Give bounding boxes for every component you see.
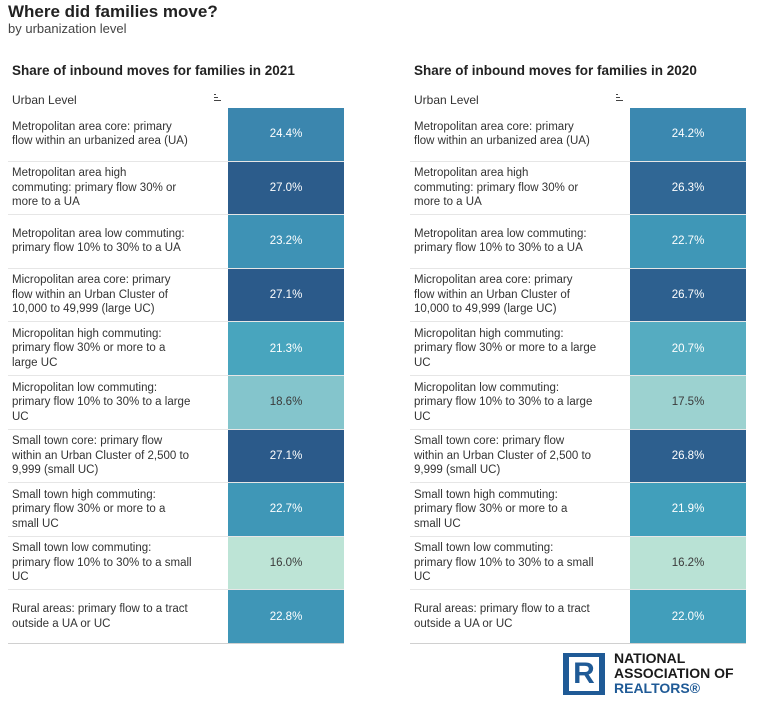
table-row[interactable]: Metropolitan area core: primary flow with… <box>410 108 746 162</box>
row-label: Micropolitan area core: primary flow with… <box>414 274 573 316</box>
heatmap-2021: Share of inbound moves for families in 2… <box>8 60 344 644</box>
logo-wordmark: NATIONAL ASSOCIATION OF REALTORS® <box>614 651 734 696</box>
heatmap-rows: Metropolitan area core: primary flow with… <box>410 108 746 644</box>
heatmap-cell[interactable]: 22.7% <box>228 483 344 536</box>
table-row[interactable]: Small town high commuting: primary flow 3… <box>410 483 746 537</box>
logo-line-2: ASSOCIATION OF <box>614 665 734 681</box>
table-row[interactable]: Metropolitan area high commuting: primary… <box>410 161 746 216</box>
heatmap-cell[interactable]: 16.0% <box>228 536 344 590</box>
row-label: Rural areas: primary flow to a tract outs… <box>414 603 590 630</box>
heatmap-cell[interactable]: 26.7% <box>630 268 746 322</box>
heatmap-2020: Share of inbound moves for families in 2… <box>410 60 746 644</box>
row-label: Metropolitan area high commuting: primary… <box>12 167 177 209</box>
heatmap-cell[interactable]: 18.6% <box>228 375 344 429</box>
table-row[interactable]: Micropolitan low commuting: primary flow … <box>8 375 344 430</box>
column-header-urban-level[interactable]: Urban Level <box>12 82 77 107</box>
row-label: Micropolitan low commuting: primary flow … <box>414 381 593 423</box>
row-label: Micropolitan high commuting: primary flow… <box>414 327 597 369</box>
table-row[interactable]: Small town core: primary flow within an U… <box>410 429 746 484</box>
table-row[interactable]: Micropolitan high commuting: primary flow… <box>8 322 344 376</box>
heatmap-cell[interactable]: 21.3% <box>228 322 344 375</box>
heatmap-rows: Metropolitan area core: primary flow with… <box>8 108 344 644</box>
nar-logo: R NATIONAL ASSOCIATION OF REALTORS® <box>563 651 734 696</box>
heatmap-cell[interactable]: 24.4% <box>228 108 344 161</box>
table-row[interactable]: Metropolitan area low commuting: primary … <box>410 215 746 269</box>
table-row[interactable]: Small town core: primary flow within an U… <box>8 429 344 484</box>
heatmap-cell[interactable]: 22.8% <box>228 590 344 643</box>
column-header-urban-level[interactable]: Urban Level <box>414 82 479 107</box>
table-row[interactable]: Metropolitan area core: primary flow with… <box>8 108 344 162</box>
logo-line-3: REALTORS® <box>614 680 701 696</box>
heatmap-cell[interactable]: 21.9% <box>630 483 746 536</box>
table-row[interactable]: Rural areas: primary flow to a tract outs… <box>8 590 344 644</box>
row-label: Small town core: primary flow within an U… <box>12 435 190 477</box>
row-label: Small town low commuting: primary flow 10… <box>12 542 192 584</box>
row-label: Metropolitan area core: primary flow with… <box>414 120 590 148</box>
table-row[interactable]: Small town low commuting: primary flow 10… <box>8 536 344 591</box>
heatmap-cell[interactable]: 17.5% <box>630 375 746 429</box>
table-row[interactable]: Metropolitan area low commuting: primary … <box>8 215 344 269</box>
logo-letter: R <box>573 656 595 690</box>
heatmap-cell[interactable]: 27.1% <box>228 268 344 322</box>
row-label: Micropolitan low commuting: primary flow … <box>12 381 191 423</box>
heatmap-cell[interactable]: 22.7% <box>630 215 746 268</box>
logo-line-1: NATIONAL <box>614 650 686 666</box>
row-label: Metropolitan area high commuting: primary… <box>414 167 579 209</box>
column-header-label: Urban Level <box>414 93 479 107</box>
heatmap-title: Share of inbound moves for families in 2… <box>414 63 697 78</box>
row-label: Small town low commuting: primary flow 10… <box>414 542 594 584</box>
row-label: Metropolitan area low commuting: primary … <box>414 227 587 255</box>
heatmap-title: Share of inbound moves for families in 2… <box>12 63 295 78</box>
table-row[interactable]: Micropolitan area core: primary flow with… <box>8 268 344 323</box>
heatmap-cell[interactable]: 20.7% <box>630 322 746 375</box>
sort-icon[interactable] <box>614 94 624 103</box>
page-title: Where did families move? <box>8 2 218 21</box>
heatmap-cell[interactable]: 23.2% <box>228 215 344 268</box>
heatmap-cell[interactable]: 24.2% <box>630 108 746 161</box>
heatmap-cell[interactable]: 26.3% <box>630 161 746 215</box>
heatmap-cell[interactable]: 22.0% <box>630 590 746 643</box>
row-label: Small town high commuting: primary flow 3… <box>12 488 166 530</box>
row-label: Micropolitan area core: primary flow with… <box>12 274 171 316</box>
row-label: Rural areas: primary flow to a tract outs… <box>12 603 188 630</box>
heatmap-header: Urban Level <box>410 82 746 108</box>
heatmap-cell[interactable]: 26.8% <box>630 429 746 483</box>
row-label: Small town high commuting: primary flow 3… <box>414 488 568 530</box>
heatmap-header: Urban Level <box>8 82 344 108</box>
realtor-r-logo-icon: R <box>563 652 605 695</box>
page-subtitle: by urbanization level <box>8 21 127 36</box>
table-row[interactable]: Metropolitan area high commuting: primary… <box>8 161 344 216</box>
row-label: Metropolitan area low commuting: primary … <box>12 227 185 255</box>
sort-icon[interactable] <box>212 94 222 103</box>
table-row[interactable]: Small town high commuting: primary flow 3… <box>8 483 344 537</box>
row-label: Micropolitan high commuting: primary flow… <box>12 327 166 369</box>
table-row[interactable]: Micropolitan low commuting: primary flow … <box>410 375 746 430</box>
heatmap-cell[interactable]: 27.0% <box>228 161 344 215</box>
table-row[interactable]: Micropolitan high commuting: primary flow… <box>410 322 746 376</box>
row-label: Small town core: primary flow within an U… <box>414 435 592 477</box>
table-row[interactable]: Micropolitan area core: primary flow with… <box>410 268 746 323</box>
row-label: Metropolitan area core: primary flow with… <box>12 120 188 148</box>
column-header-label: Urban Level <box>12 93 77 107</box>
heatmap-cell[interactable]: 27.1% <box>228 429 344 483</box>
heatmap-cell[interactable]: 16.2% <box>630 536 746 590</box>
table-row[interactable]: Small town low commuting: primary flow 10… <box>410 536 746 591</box>
table-row[interactable]: Rural areas: primary flow to a tract outs… <box>410 590 746 644</box>
